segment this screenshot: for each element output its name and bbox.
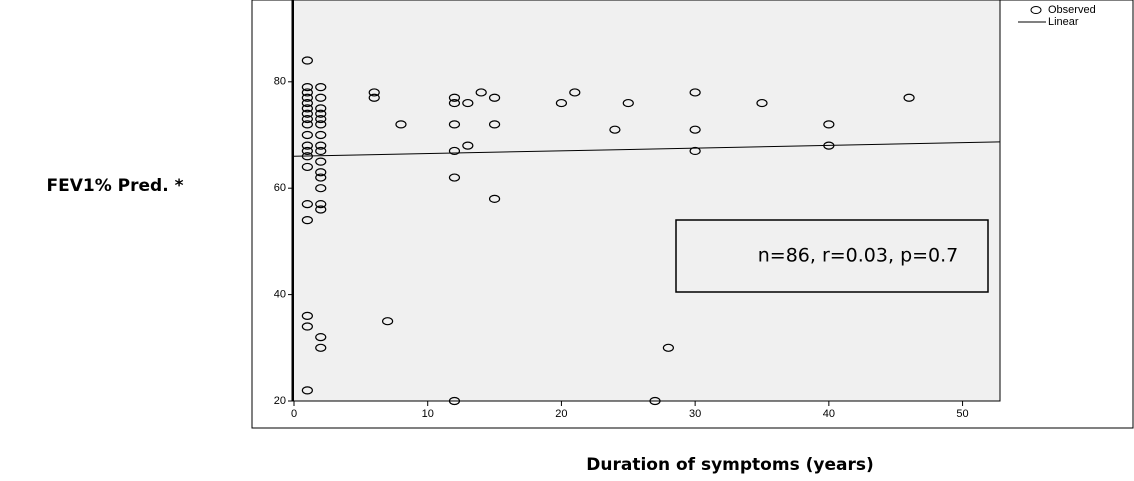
x-axis-title: Duration of symptoms (years) bbox=[586, 455, 873, 475]
point bbox=[301, 109, 313, 118]
point bbox=[301, 162, 313, 172]
legend-label: Linear bbox=[1048, 16, 1079, 28]
point bbox=[649, 396, 661, 406]
legend-marker bbox=[1030, 6, 1042, 14]
point bbox=[315, 109, 327, 118]
point bbox=[488, 194, 501, 203]
point bbox=[301, 83, 313, 92]
y-tick-label: 20 bbox=[274, 395, 286, 407]
point bbox=[315, 168, 327, 177]
point bbox=[368, 88, 380, 97]
point bbox=[301, 114, 313, 124]
y-tick-label: 80 bbox=[274, 76, 286, 88]
point bbox=[315, 184, 327, 193]
point bbox=[315, 130, 327, 140]
point bbox=[662, 343, 674, 352]
point bbox=[689, 146, 701, 156]
point bbox=[315, 333, 327, 342]
point bbox=[301, 88, 313, 97]
point bbox=[689, 88, 701, 97]
annotation-box bbox=[675, 219, 989, 293]
x-tick-label: 50 bbox=[956, 408, 968, 420]
point bbox=[301, 141, 313, 150]
point bbox=[301, 98, 313, 108]
point bbox=[301, 386, 313, 395]
point bbox=[315, 93, 327, 102]
point bbox=[689, 125, 701, 134]
x-tick-label: 10 bbox=[422, 408, 434, 420]
point bbox=[315, 120, 327, 129]
point bbox=[301, 120, 313, 129]
y-axis-title: FEV1% Pred. * bbox=[47, 176, 184, 196]
point bbox=[448, 173, 461, 182]
x-tick-label: 20 bbox=[555, 408, 567, 420]
point bbox=[315, 343, 327, 352]
point bbox=[448, 146, 461, 156]
point bbox=[823, 120, 835, 129]
point bbox=[315, 104, 327, 113]
point bbox=[301, 216, 313, 225]
y-tick-label: 40 bbox=[274, 289, 286, 301]
point bbox=[301, 130, 313, 140]
point bbox=[488, 93, 501, 102]
point bbox=[756, 98, 768, 108]
point bbox=[448, 120, 461, 129]
x-tick-label: 40 bbox=[823, 408, 835, 420]
y-tick-label: 60 bbox=[274, 182, 286, 194]
point bbox=[301, 200, 313, 209]
legend-label: Observed bbox=[1048, 4, 1096, 16]
annotation: n=86, r=0.03, p=0.7 bbox=[758, 245, 959, 267]
point bbox=[569, 88, 581, 97]
x-tick-label: 0 bbox=[291, 408, 297, 420]
point bbox=[301, 146, 313, 156]
point bbox=[462, 98, 474, 108]
point bbox=[315, 205, 327, 214]
point bbox=[315, 83, 327, 92]
point bbox=[301, 311, 313, 320]
point bbox=[622, 98, 634, 108]
point bbox=[301, 93, 313, 102]
point bbox=[448, 98, 461, 108]
point bbox=[448, 396, 461, 406]
point bbox=[368, 93, 380, 102]
point bbox=[315, 114, 327, 124]
point bbox=[462, 141, 474, 150]
point bbox=[315, 146, 327, 156]
point bbox=[609, 125, 621, 134]
x-tick-label: 30 bbox=[689, 408, 701, 420]
point bbox=[301, 56, 313, 65]
plot-area bbox=[291, 0, 1001, 402]
point bbox=[448, 93, 461, 102]
point bbox=[301, 322, 313, 331]
point bbox=[395, 120, 407, 129]
point bbox=[381, 317, 394, 326]
point bbox=[475, 88, 487, 97]
point bbox=[315, 173, 327, 182]
point bbox=[315, 141, 327, 150]
fit-line bbox=[293, 141, 1001, 157]
point bbox=[315, 200, 327, 209]
point bbox=[903, 93, 915, 102]
point bbox=[315, 157, 327, 166]
point bbox=[488, 120, 501, 129]
point bbox=[301, 104, 313, 113]
point bbox=[555, 98, 568, 108]
